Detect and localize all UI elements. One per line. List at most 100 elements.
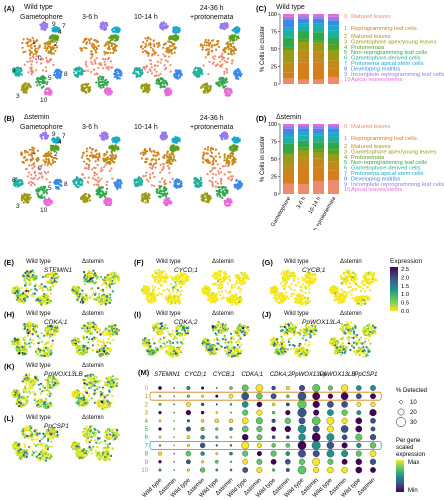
legend-cluster-label: Matured leaves	[351, 14, 391, 20]
umap-point	[231, 29, 234, 32]
feature-point	[39, 299, 42, 302]
umap-point	[236, 28, 239, 31]
umap-point	[52, 63, 55, 67]
legend-cluster-label: Matured leaves	[351, 124, 391, 130]
umap-point	[155, 161, 158, 165]
umap-point	[229, 47, 232, 50]
umap-point	[231, 159, 234, 162]
umap-point	[83, 89, 86, 93]
umap-point	[80, 49, 83, 52]
feature-point	[42, 286, 45, 289]
umap-point	[52, 30, 55, 33]
umap-point	[90, 151, 93, 154]
feature-point	[100, 301, 103, 304]
umap-point	[28, 196, 31, 199]
bar-segment-cluster-7	[328, 25, 339, 31]
umap-point	[224, 203, 227, 206]
feature-point	[49, 292, 53, 295]
umap-point	[156, 60, 159, 63]
umap-point	[206, 173, 209, 176]
feature-point	[152, 295, 155, 298]
umap-point	[162, 134, 165, 137]
umap-point	[20, 151, 23, 154]
bar-segment-cluster-1	[298, 166, 309, 185]
umap-point	[47, 44, 50, 48]
feature-point	[109, 281, 112, 284]
feature-point	[99, 289, 102, 292]
umap-point	[85, 154, 89, 157]
umap-point	[22, 201, 25, 204]
bar-segment-cluster-10	[298, 14, 309, 17]
umap-point	[141, 199, 144, 202]
y-tick-label: 50	[271, 47, 277, 53]
umap-point	[85, 167, 88, 170]
umap-point	[172, 38, 175, 41]
umap-point	[103, 153, 106, 156]
umap-point	[178, 29, 181, 32]
umap-point	[90, 61, 93, 64]
umap-point	[48, 89, 52, 92]
bar-segment-cluster-2	[313, 51, 324, 63]
feature-point	[224, 277, 227, 280]
bar-segment-cluster-4	[328, 44, 339, 51]
umap-point	[213, 57, 216, 61]
umap-cluster-label: 3	[16, 93, 20, 100]
umap-point	[108, 203, 111, 206]
bar-segment-cluster-5	[328, 37, 339, 45]
feature-point	[47, 295, 50, 298]
umap-point	[97, 176, 100, 179]
feature-point	[170, 282, 173, 286]
umap-point	[236, 35, 239, 38]
umap-point	[218, 192, 221, 195]
feature-panel-letter: (F)	[134, 258, 144, 267]
bar-segment-cluster-10	[283, 124, 294, 127]
umap-point	[210, 146, 213, 149]
umap-point	[221, 187, 224, 190]
umap-point	[87, 69, 90, 72]
umap-point	[86, 157, 89, 160]
umap-point	[144, 148, 147, 151]
feature-point	[237, 275, 240, 278]
umap-point	[105, 162, 108, 165]
umap-point	[171, 138, 174, 141]
bar-segment-cluster-5	[328, 142, 339, 150]
feature-point	[182, 273, 185, 276]
umap-point	[207, 48, 211, 51]
bar-segment-cluster-2	[283, 164, 294, 173]
umap-point	[90, 50, 93, 53]
umap-point	[101, 194, 104, 197]
umap-point	[76, 185, 79, 189]
umap-point	[220, 171, 223, 174]
feature-point	[41, 275, 45, 279]
feature-point	[23, 294, 26, 297]
umap-cluster-label: 0	[38, 55, 42, 62]
umap-point	[107, 88, 110, 91]
feature-point	[98, 292, 101, 295]
umap-point	[44, 131, 47, 134]
umap-point	[103, 138, 106, 141]
umap-point	[155, 154, 158, 157]
umap-point	[196, 178, 199, 181]
umap-cluster-label: 2	[54, 151, 58, 158]
feature-point	[243, 274, 246, 277]
umap-point	[52, 160, 55, 163]
umap-point	[160, 58, 163, 61]
umap-point	[45, 158, 48, 161]
umap-point	[55, 29, 58, 32]
feature-point	[34, 283, 37, 286]
umap-point	[53, 147, 56, 150]
umap-point	[29, 196, 32, 199]
umap-point	[44, 66, 47, 69]
umap-point	[42, 154, 45, 157]
umap-point	[43, 202, 46, 205]
feature-point	[104, 294, 107, 297]
feature-point	[220, 290, 223, 293]
umap-point	[102, 157, 105, 160]
feature-point	[97, 295, 100, 298]
umap-point	[85, 42, 88, 46]
feature-point	[87, 271, 90, 274]
umap-point	[200, 69, 203, 72]
feature-point	[237, 302, 240, 305]
bar-segment-cluster-3	[283, 50, 294, 63]
umap-point	[33, 165, 36, 168]
